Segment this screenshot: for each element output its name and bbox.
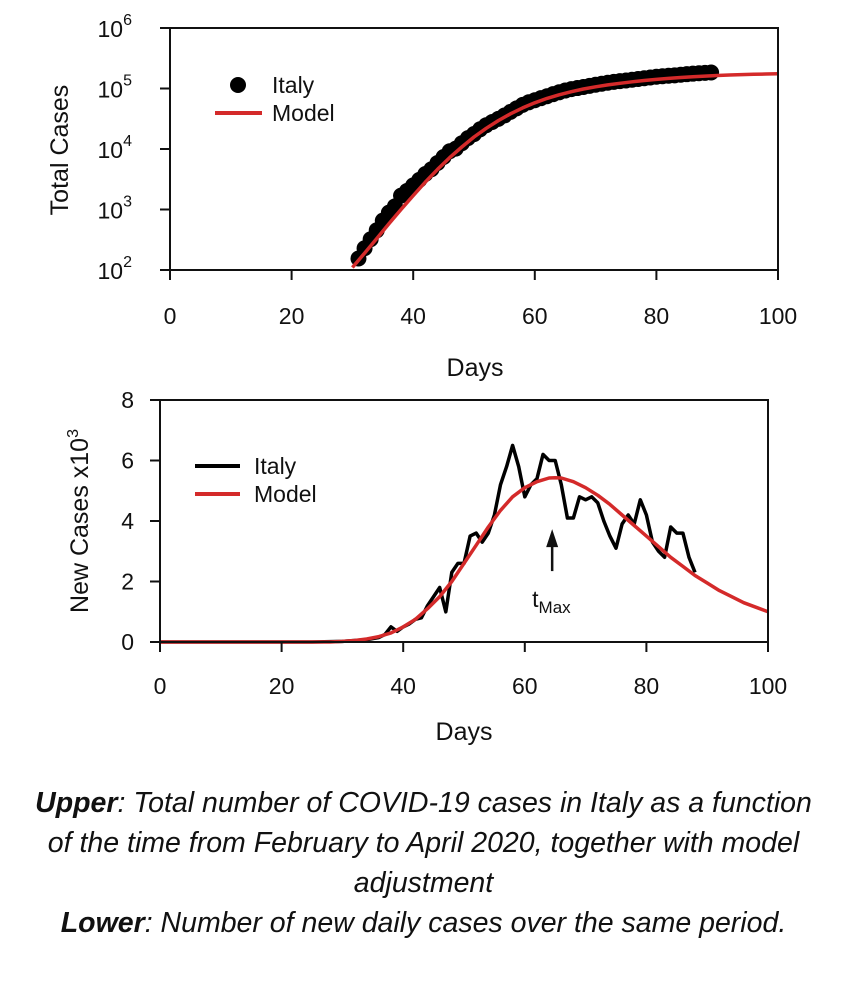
figure-caption: Upper: Total number of COVID-19 cases in… xyxy=(20,783,827,943)
tmax-label-main: t xyxy=(532,586,539,612)
x-axis-title: Days xyxy=(436,718,493,746)
legend: Italy Model xyxy=(215,72,335,126)
y-axis-title: Total Cases xyxy=(46,85,74,216)
tmax-annotation: tMax xyxy=(532,529,571,617)
plot-frame xyxy=(159,399,769,643)
x-tick-label: 60 xyxy=(522,303,548,329)
y-tick-label: 104 xyxy=(98,133,133,163)
y-tick-label: 103 xyxy=(98,194,133,224)
y-tick-base: 10 xyxy=(98,198,124,224)
x-tick-label: 40 xyxy=(390,673,416,699)
legend-italy-marker xyxy=(230,77,246,93)
italy-data-point xyxy=(703,64,720,81)
y-tick-label: 2 xyxy=(121,569,134,595)
x-tick-label: 80 xyxy=(634,673,660,699)
x-tick-label: 20 xyxy=(269,673,295,699)
y-tick-exp: 5 xyxy=(123,73,132,90)
tmax-label-sub: Max xyxy=(539,598,572,617)
plot-area xyxy=(160,443,769,644)
y-tick-label: 6 xyxy=(121,448,134,474)
caption-upper-lead: Upper xyxy=(35,787,118,819)
y-tick-exp: 2 xyxy=(123,254,132,271)
y-tick-label: 0 xyxy=(121,629,134,655)
y-axis-title: New Cases x103 xyxy=(65,429,94,613)
legend-italy-label: Italy xyxy=(272,72,315,98)
y-tick-exp: 4 xyxy=(123,133,132,150)
italy-line xyxy=(160,443,697,644)
y-tick-label: 8 xyxy=(121,387,134,413)
x-tick-label: 100 xyxy=(749,673,787,699)
y-tick-base: 10 xyxy=(98,137,124,163)
tmax-label: tMax xyxy=(532,586,571,617)
x-tick-label: 40 xyxy=(400,303,426,329)
new-cases-chart: 0 20 40 60 80 100 0 2 4 6 8 Days New Cases x103 I… xyxy=(65,387,787,746)
x-axis-ticks: 0 20 40 60 80 100 xyxy=(164,270,797,329)
x-axis-title: Days xyxy=(447,354,504,382)
legend-model-label: Model xyxy=(254,481,317,507)
y-axis-title-text: New Cases x10 xyxy=(66,438,94,613)
plot-area xyxy=(350,64,779,269)
y-tick-label: 106 xyxy=(98,12,133,42)
y-axis-title-exp: 3 xyxy=(65,429,82,438)
caption-lower-text: : Number of new daily cases over the sam… xyxy=(144,907,787,939)
x-tick-label: 60 xyxy=(512,673,538,699)
caption-upper-text: : Total number of COVID-19 cases in Ital… xyxy=(47,787,812,899)
x-tick-label: 20 xyxy=(279,303,305,329)
legend-italy-label: Italy xyxy=(254,453,297,479)
tmax-arrow-head xyxy=(546,529,559,548)
x-tick-label: 80 xyxy=(644,303,670,329)
y-tick-label: 105 xyxy=(98,73,133,103)
y-tick-exp: 3 xyxy=(123,194,132,211)
y-axis-ticks: 0 2 4 6 8 xyxy=(121,387,160,655)
y-tick-exp: 6 xyxy=(123,12,132,29)
y-tick-base: 10 xyxy=(98,258,124,284)
x-tick-label: 0 xyxy=(154,673,167,699)
plot-frame xyxy=(169,27,779,271)
y-tick-label: 4 xyxy=(121,508,134,534)
legend: Italy Model xyxy=(195,453,317,507)
caption-lower-lead: Lower xyxy=(60,907,145,939)
legend-model-label: Model xyxy=(272,100,335,126)
y-tick-base: 10 xyxy=(98,16,124,42)
x-tick-label: 100 xyxy=(759,303,797,329)
x-tick-label: 0 xyxy=(164,303,177,329)
y-tick-label: 102 xyxy=(98,254,133,284)
model-line xyxy=(351,72,779,269)
x-axis-ticks: 0 20 40 60 80 100 xyxy=(154,642,787,699)
y-tick-base: 10 xyxy=(98,77,124,103)
